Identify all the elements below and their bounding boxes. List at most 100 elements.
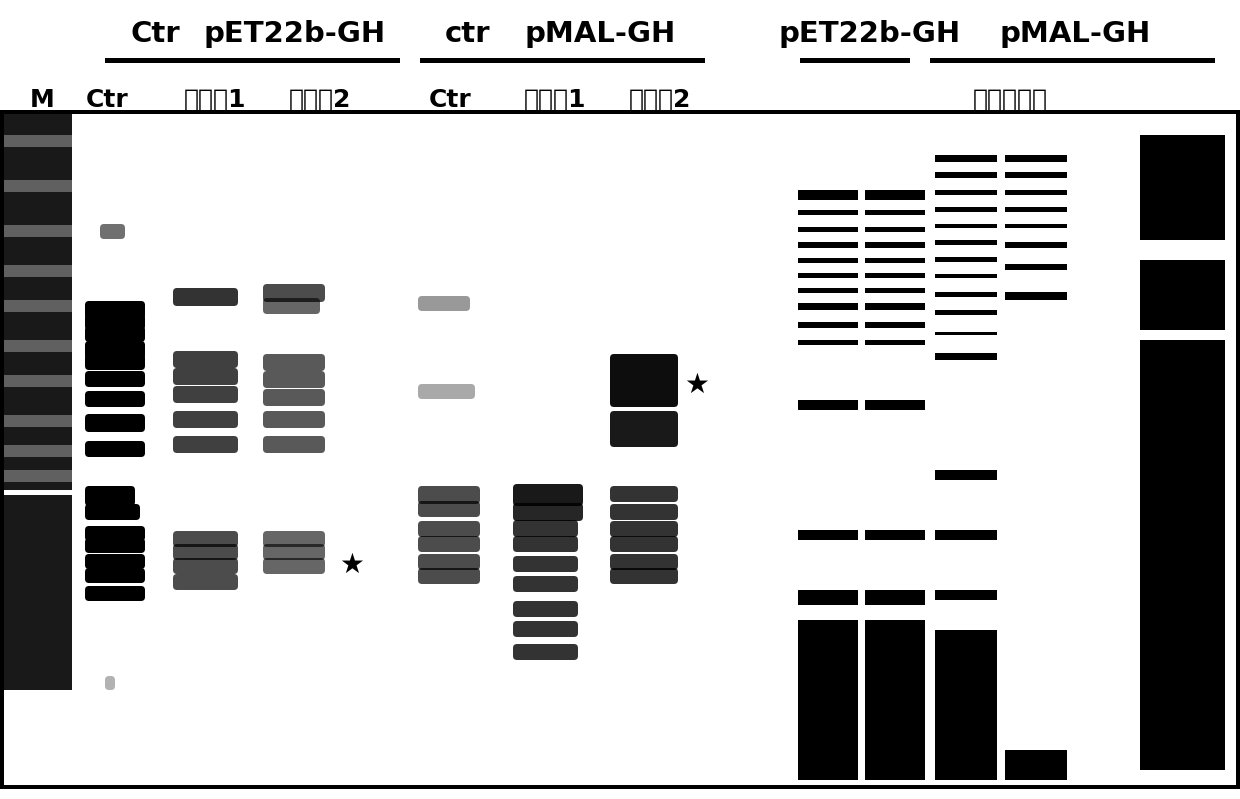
Bar (1004, 212, 1066, 224)
FancyBboxPatch shape (610, 486, 678, 502)
Bar (866, 410, 925, 530)
Bar (799, 328, 858, 340)
Bar (935, 600, 997, 630)
Bar (935, 262, 997, 274)
Bar (799, 200, 858, 210)
Bar (866, 605, 925, 620)
Text: pET22b-GH: pET22b-GH (203, 20, 386, 48)
Bar (866, 293, 925, 303)
FancyBboxPatch shape (174, 574, 238, 590)
Bar (866, 215, 925, 227)
Bar (799, 310, 858, 322)
Bar (935, 278, 997, 292)
FancyBboxPatch shape (418, 568, 480, 584)
Bar (930, 58, 1215, 63)
Bar (799, 540, 858, 590)
Bar (866, 310, 925, 322)
Bar (866, 345, 925, 400)
Bar (799, 263, 858, 273)
Bar (0, 300, 72, 312)
FancyBboxPatch shape (86, 568, 145, 583)
FancyBboxPatch shape (418, 554, 480, 570)
Text: M: M (30, 88, 55, 112)
FancyBboxPatch shape (86, 314, 145, 330)
Bar (866, 328, 925, 340)
FancyBboxPatch shape (105, 676, 115, 690)
FancyBboxPatch shape (263, 354, 325, 371)
FancyBboxPatch shape (610, 554, 678, 570)
FancyBboxPatch shape (513, 520, 578, 537)
FancyBboxPatch shape (610, 568, 678, 584)
FancyBboxPatch shape (86, 441, 145, 457)
FancyBboxPatch shape (610, 411, 678, 447)
FancyBboxPatch shape (100, 224, 125, 239)
Text: 上清失1: 上清失1 (523, 88, 587, 112)
Text: Ctr: Ctr (130, 20, 180, 48)
FancyBboxPatch shape (418, 501, 480, 517)
FancyBboxPatch shape (263, 436, 325, 453)
FancyBboxPatch shape (174, 531, 238, 547)
Bar (935, 228, 997, 240)
Bar (1085, 635, 1130, 655)
Bar (866, 232, 925, 242)
Text: 上清失1: 上清失1 (184, 88, 247, 112)
FancyBboxPatch shape (513, 644, 578, 660)
Bar (866, 200, 925, 210)
FancyBboxPatch shape (174, 436, 238, 453)
FancyBboxPatch shape (174, 288, 238, 306)
FancyBboxPatch shape (86, 354, 145, 370)
Bar (935, 155, 997, 780)
Bar (935, 297, 997, 310)
FancyBboxPatch shape (86, 301, 145, 319)
FancyBboxPatch shape (263, 544, 325, 560)
FancyBboxPatch shape (86, 414, 145, 432)
FancyBboxPatch shape (263, 531, 325, 547)
FancyBboxPatch shape (86, 504, 140, 520)
Text: ctr: ctr (445, 20, 491, 48)
Bar (866, 248, 925, 258)
Bar (1004, 155, 1066, 780)
Bar (0, 110, 4, 789)
FancyBboxPatch shape (513, 556, 578, 572)
Bar (105, 58, 401, 63)
Bar (0, 470, 72, 482)
Bar (0, 135, 72, 147)
FancyBboxPatch shape (263, 371, 325, 388)
Bar (1140, 330, 1225, 340)
Bar (935, 315, 997, 332)
FancyBboxPatch shape (86, 341, 145, 359)
FancyBboxPatch shape (418, 536, 480, 552)
FancyBboxPatch shape (418, 521, 480, 537)
FancyBboxPatch shape (513, 503, 583, 521)
Bar (0, 340, 72, 352)
Bar (1004, 228, 1066, 242)
Bar (800, 58, 910, 63)
Bar (935, 335, 997, 353)
FancyBboxPatch shape (174, 544, 238, 560)
FancyBboxPatch shape (86, 326, 145, 342)
FancyBboxPatch shape (86, 538, 145, 553)
Bar (0, 225, 72, 237)
FancyBboxPatch shape (174, 351, 238, 368)
FancyBboxPatch shape (610, 354, 678, 407)
FancyBboxPatch shape (513, 536, 578, 552)
FancyBboxPatch shape (610, 536, 678, 552)
FancyBboxPatch shape (513, 484, 583, 506)
Bar (799, 232, 858, 242)
FancyBboxPatch shape (263, 558, 325, 574)
Bar (935, 360, 997, 470)
Bar (799, 248, 858, 258)
Text: ★: ★ (684, 371, 709, 399)
Text: 上清失2: 上清失2 (289, 88, 351, 112)
Bar (935, 245, 997, 257)
FancyBboxPatch shape (513, 601, 578, 617)
Bar (1140, 240, 1225, 260)
Bar (935, 162, 997, 172)
Bar (0, 110, 72, 690)
Bar (799, 293, 858, 303)
Bar (0, 490, 72, 495)
FancyBboxPatch shape (174, 368, 238, 385)
FancyBboxPatch shape (174, 411, 238, 428)
Bar (0, 180, 72, 192)
FancyBboxPatch shape (418, 486, 480, 504)
